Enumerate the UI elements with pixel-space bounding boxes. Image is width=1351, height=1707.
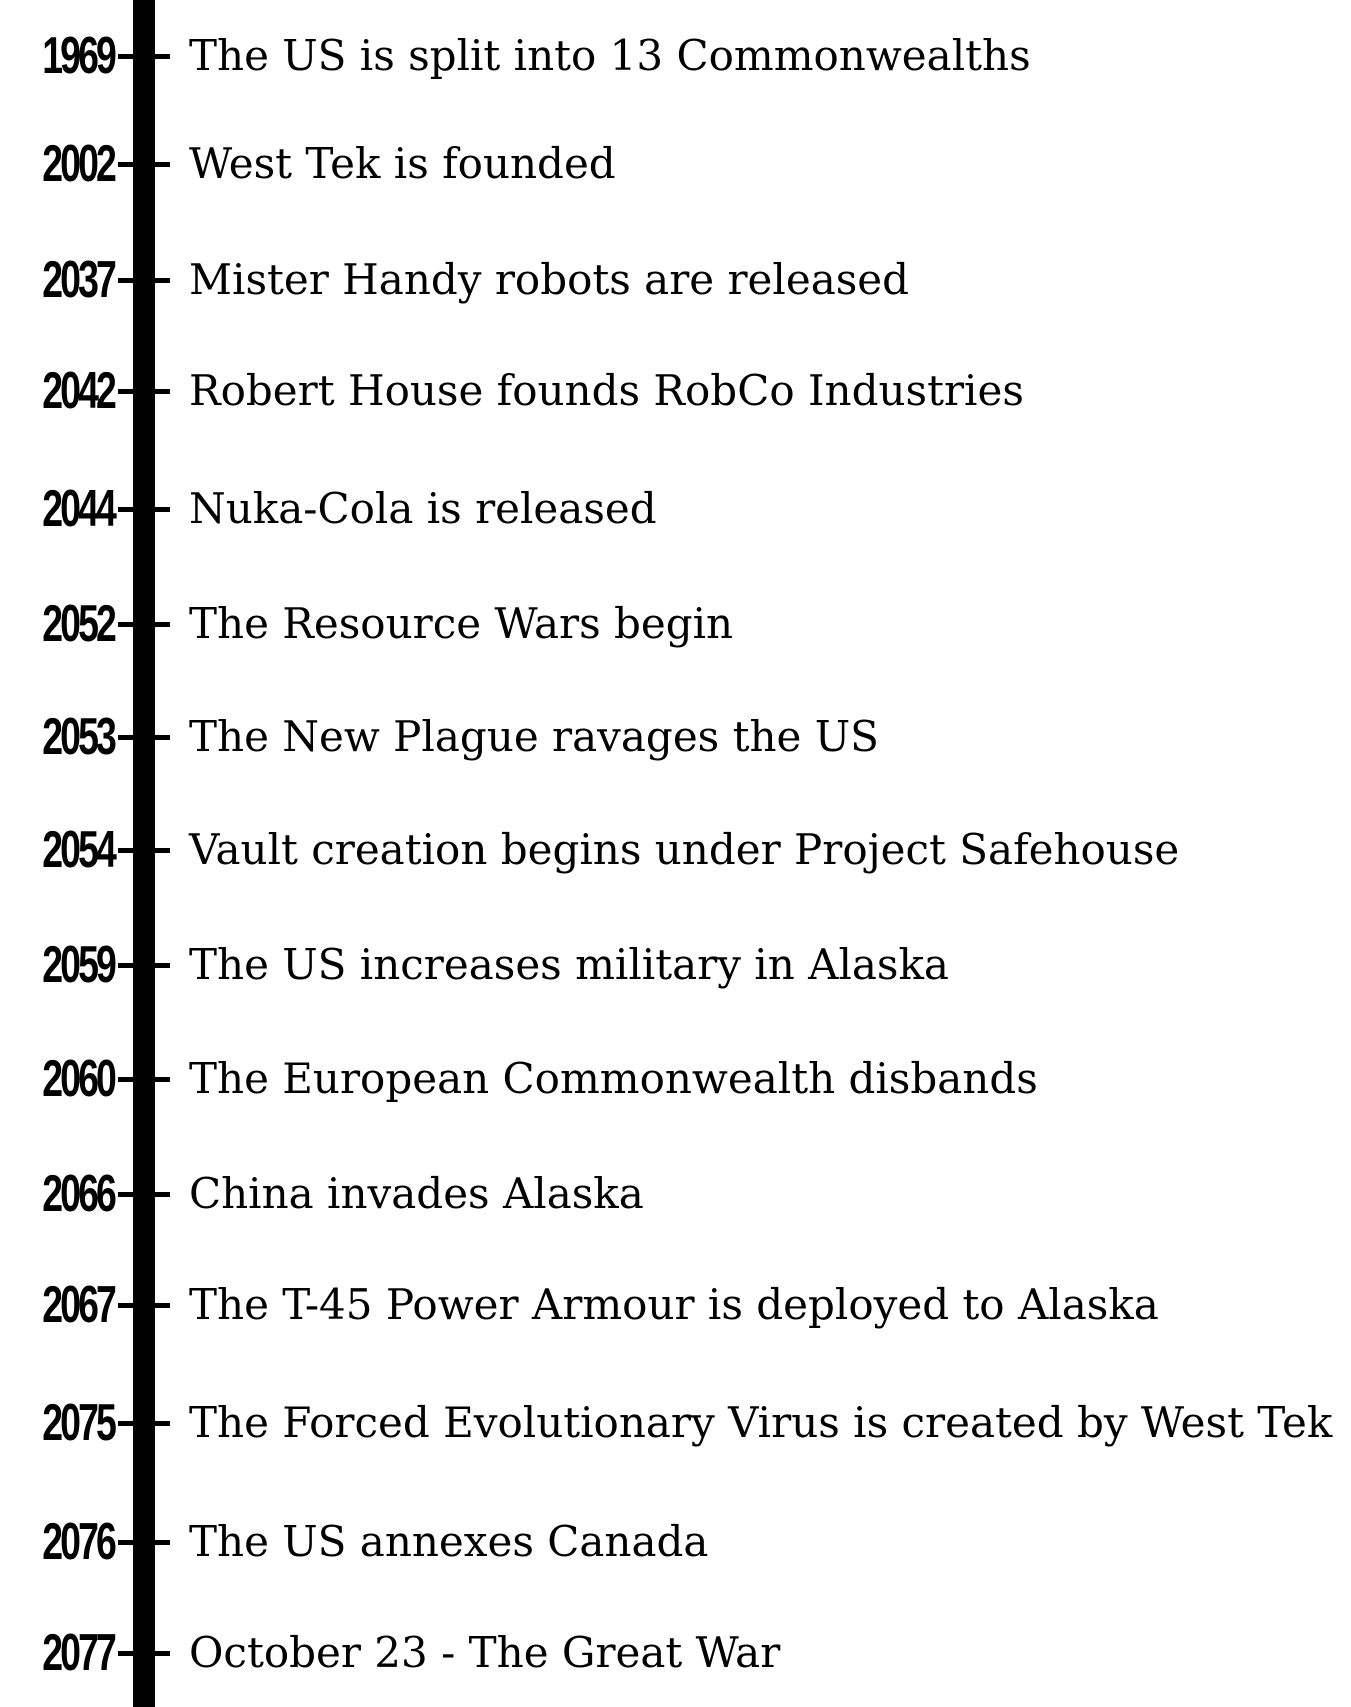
timeline-entry-2054: 2054 Vault creation begins under Project…	[0, 810, 1351, 890]
event-description: The European Commonwealth disbands	[189, 1054, 1038, 1103]
timeline-tick	[118, 848, 170, 853]
timeline-tick	[118, 162, 170, 167]
timeline-entry-2076: 2076 The US annexes Canada	[0, 1502, 1351, 1582]
timeline-entry-2053: 2053 The New Plague ravages the US	[0, 697, 1351, 777]
event-description: China invades Alaska	[189, 1169, 644, 1218]
timeline-entry-2002: 2002 West Tek is founded	[0, 124, 1351, 204]
timeline-tick	[118, 1192, 170, 1197]
timeline-entry-2066: 2066 China invades Alaska	[0, 1154, 1351, 1234]
year-label: 2052	[42, 595, 117, 653]
timeline-tick	[118, 1303, 170, 1308]
timeline-tick	[118, 622, 170, 627]
year-label: 2075	[42, 1394, 117, 1452]
timeline-tick	[118, 1077, 170, 1082]
timeline-entry-1969: 1969 The US is split into 13 Commonwealt…	[0, 16, 1351, 96]
timeline-entry-2052: 2052 The Resource Wars begin	[0, 584, 1351, 664]
year-label: 2059	[42, 936, 117, 994]
event-description: The New Plague ravages the US	[189, 712, 879, 761]
year-label: 2060	[42, 1050, 117, 1108]
year-label: 2037	[42, 251, 117, 309]
timeline-tick	[118, 507, 170, 512]
event-description: The T-45 Power Armour is deployed to Ala…	[189, 1280, 1159, 1329]
year-label: 1969	[42, 27, 117, 85]
event-description: Mister Handy robots are released	[189, 255, 910, 304]
year-label: 2067	[42, 1276, 117, 1334]
timeline-entry-2044: 2044 Nuka-Cola is released	[0, 469, 1351, 549]
event-description: Vault creation begins under Project Safe…	[189, 825, 1180, 874]
year-label: 2002	[42, 135, 117, 193]
timeline-tick	[118, 389, 170, 394]
timeline-entry-2067: 2067 The T-45 Power Armour is deployed t…	[0, 1265, 1351, 1345]
timeline-entry-2075: 2075 The Forced Evolutionary Virus is cr…	[0, 1383, 1351, 1463]
year-label: 2076	[42, 1513, 117, 1571]
event-description: The US increases military in Alaska	[189, 940, 949, 989]
year-label: 2053	[42, 708, 117, 766]
timeline-entry-2077: 2077 October 23 - The Great War	[0, 1613, 1351, 1693]
timeline-entry-2059: 2059 The US increases military in Alaska	[0, 925, 1351, 1005]
timeline-entry-2037: 2037 Mister Handy robots are released	[0, 240, 1351, 320]
event-description: Nuka-Cola is released	[189, 484, 657, 533]
timeline-tick	[118, 54, 170, 59]
event-description: October 23 - The Great War	[189, 1628, 781, 1677]
event-description: The Resource Wars begin	[189, 599, 734, 648]
timeline-tick	[118, 1651, 170, 1656]
event-description: The US annexes Canada	[189, 1517, 709, 1566]
timeline-tick	[118, 1540, 170, 1545]
timeline-tick	[118, 963, 170, 968]
year-label: 2066	[42, 1165, 117, 1223]
timeline-tick	[118, 1421, 170, 1426]
event-description: Robert House founds RobCo Industries	[189, 366, 1024, 415]
year-label: 2044	[42, 480, 117, 538]
timeline-entry-2042: 2042 Robert House founds RobCo Industrie…	[0, 351, 1351, 431]
year-label: 2054	[42, 821, 117, 879]
year-label: 2042	[42, 362, 117, 420]
timeline-entry-2060: 2060 The European Commonwealth disbands	[0, 1039, 1351, 1119]
event-description: The US is split into 13 Commonwealths	[189, 31, 1031, 80]
event-description: The Forced Evolutionary Virus is created…	[189, 1398, 1333, 1447]
timeline-tick	[118, 278, 170, 283]
event-description: West Tek is founded	[189, 139, 616, 188]
timeline-tick	[118, 735, 170, 740]
year-label: 2077	[42, 1624, 117, 1682]
timeline-axis-line	[133, 0, 155, 1707]
